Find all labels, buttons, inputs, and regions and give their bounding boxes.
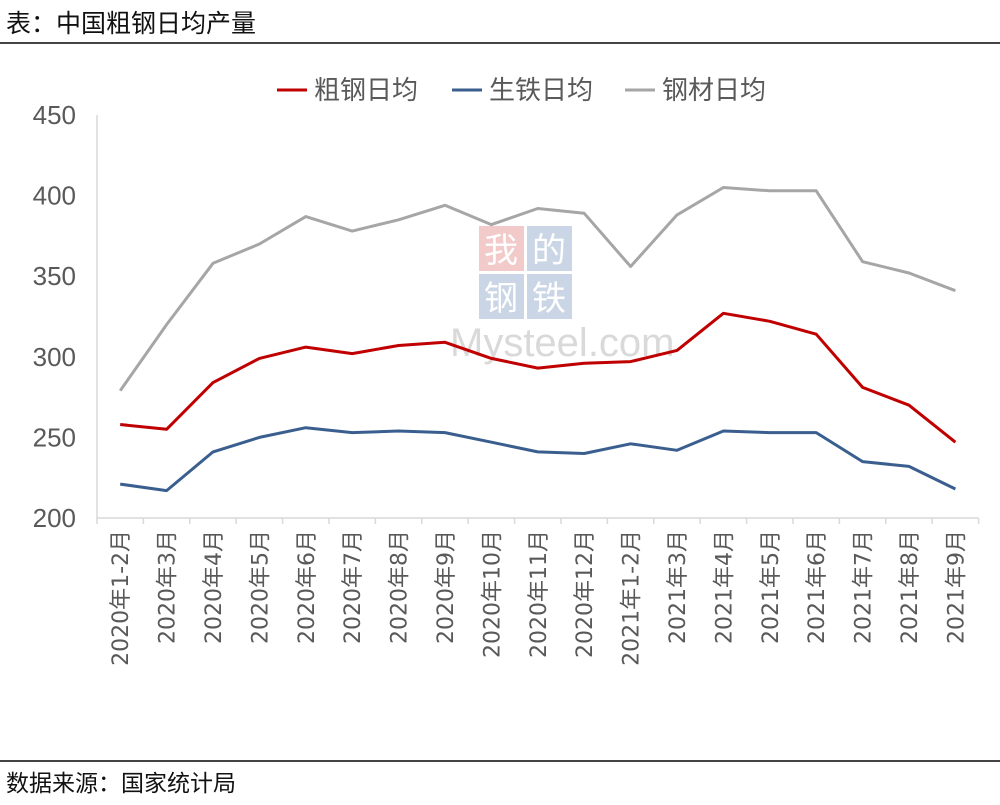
watermark: 我 的 钢 铁 Mysteel.com	[450, 226, 675, 365]
watermark-char: 铁	[532, 279, 566, 319]
x-tick-label: 2020年3月	[156, 530, 181, 644]
x-tick-label: 2020年7月	[341, 530, 366, 644]
x-tick-label: 2020年12月	[573, 530, 598, 658]
watermark-char: 我	[484, 231, 518, 271]
footer-divider	[0, 760, 1000, 762]
series-line-1	[119, 426, 957, 493]
x-tick-label: 2021年8月	[898, 530, 923, 644]
y-tick-label: 250	[33, 422, 76, 452]
y-tick-label: 350	[33, 261, 76, 291]
x-tick-label: 2020年6月	[295, 530, 320, 644]
watermark-box	[527, 274, 572, 319]
x-tick-label: 2020年9月	[434, 530, 459, 644]
x-tick-label: 2021年1-2月	[620, 530, 645, 666]
x-tick-label: 2021年6月	[805, 530, 830, 644]
legend-label: 粗钢日均	[314, 76, 418, 106]
watermark-char: 的	[532, 231, 566, 271]
x-tick-label: 2021年4月	[712, 530, 737, 644]
y-tick-label: 400	[33, 181, 76, 211]
x-tick-label: 2021年7月	[852, 530, 877, 644]
watermark-box	[527, 226, 572, 271]
x-tick-label: 2020年11月	[527, 530, 552, 658]
legend-label: 钢材日均	[662, 76, 766, 106]
watermark-box	[479, 274, 524, 319]
title-divider	[0, 42, 1000, 44]
legend-label: 生铁日均	[489, 76, 593, 106]
x-tick-label: 2021年3月	[666, 530, 691, 644]
x-tick-label: 2020年8月	[388, 530, 413, 644]
watermark-box	[479, 226, 524, 271]
y-tick-label: 200	[33, 503, 76, 533]
y-tick-label: 300	[33, 342, 76, 372]
y-tick-label: 450	[33, 100, 76, 130]
x-tick-label: 2020年4月	[202, 530, 227, 644]
x-tick-label: 2020年10月	[480, 530, 505, 658]
x-tick-label: 2021年5月	[759, 530, 784, 644]
x-tick-label: 2021年9月	[944, 530, 969, 644]
figure-title: 表：中国粗钢日均产量	[6, 9, 257, 38]
x-tick-label: 2020年1-2月	[109, 530, 134, 666]
x-tick-label: 2020年5月	[248, 530, 273, 644]
data-source: 数据来源：国家统计局	[6, 771, 236, 797]
watermark-char: 钢	[484, 279, 518, 319]
